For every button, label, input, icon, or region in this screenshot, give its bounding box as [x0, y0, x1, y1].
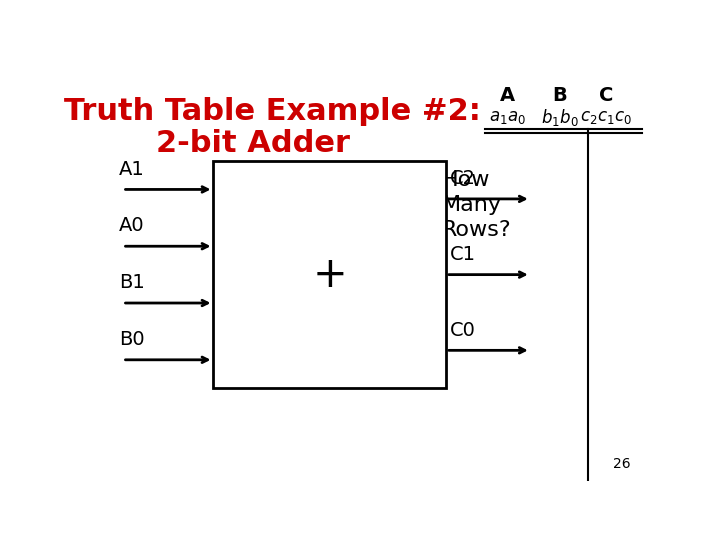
- Text: C: C: [599, 86, 613, 105]
- Text: A0: A0: [119, 217, 145, 235]
- Text: B: B: [552, 86, 567, 105]
- Text: C2: C2: [450, 169, 476, 188]
- Text: Many: Many: [442, 195, 502, 215]
- Text: $b_1b_0$: $b_1b_0$: [541, 107, 579, 127]
- Text: Rows?: Rows?: [442, 220, 512, 240]
- Text: A: A: [500, 86, 516, 105]
- Text: How: How: [442, 170, 490, 190]
- Text: $a_1a_0$: $a_1a_0$: [489, 108, 526, 126]
- Text: 26: 26: [613, 457, 631, 471]
- Text: C0: C0: [450, 321, 476, 340]
- Text: $c_2c_1c_0$: $c_2c_1c_0$: [580, 108, 632, 126]
- Text: A1: A1: [119, 160, 145, 179]
- Bar: [213, 161, 446, 388]
- Text: B0: B0: [119, 330, 145, 349]
- Text: +: +: [312, 254, 347, 295]
- Text: B1: B1: [119, 273, 145, 292]
- Text: 2-bit Adder: 2-bit Adder: [156, 129, 351, 158]
- Text: Truth Table Example #2:: Truth Table Example #2:: [64, 97, 481, 125]
- Text: C1: C1: [450, 245, 476, 264]
